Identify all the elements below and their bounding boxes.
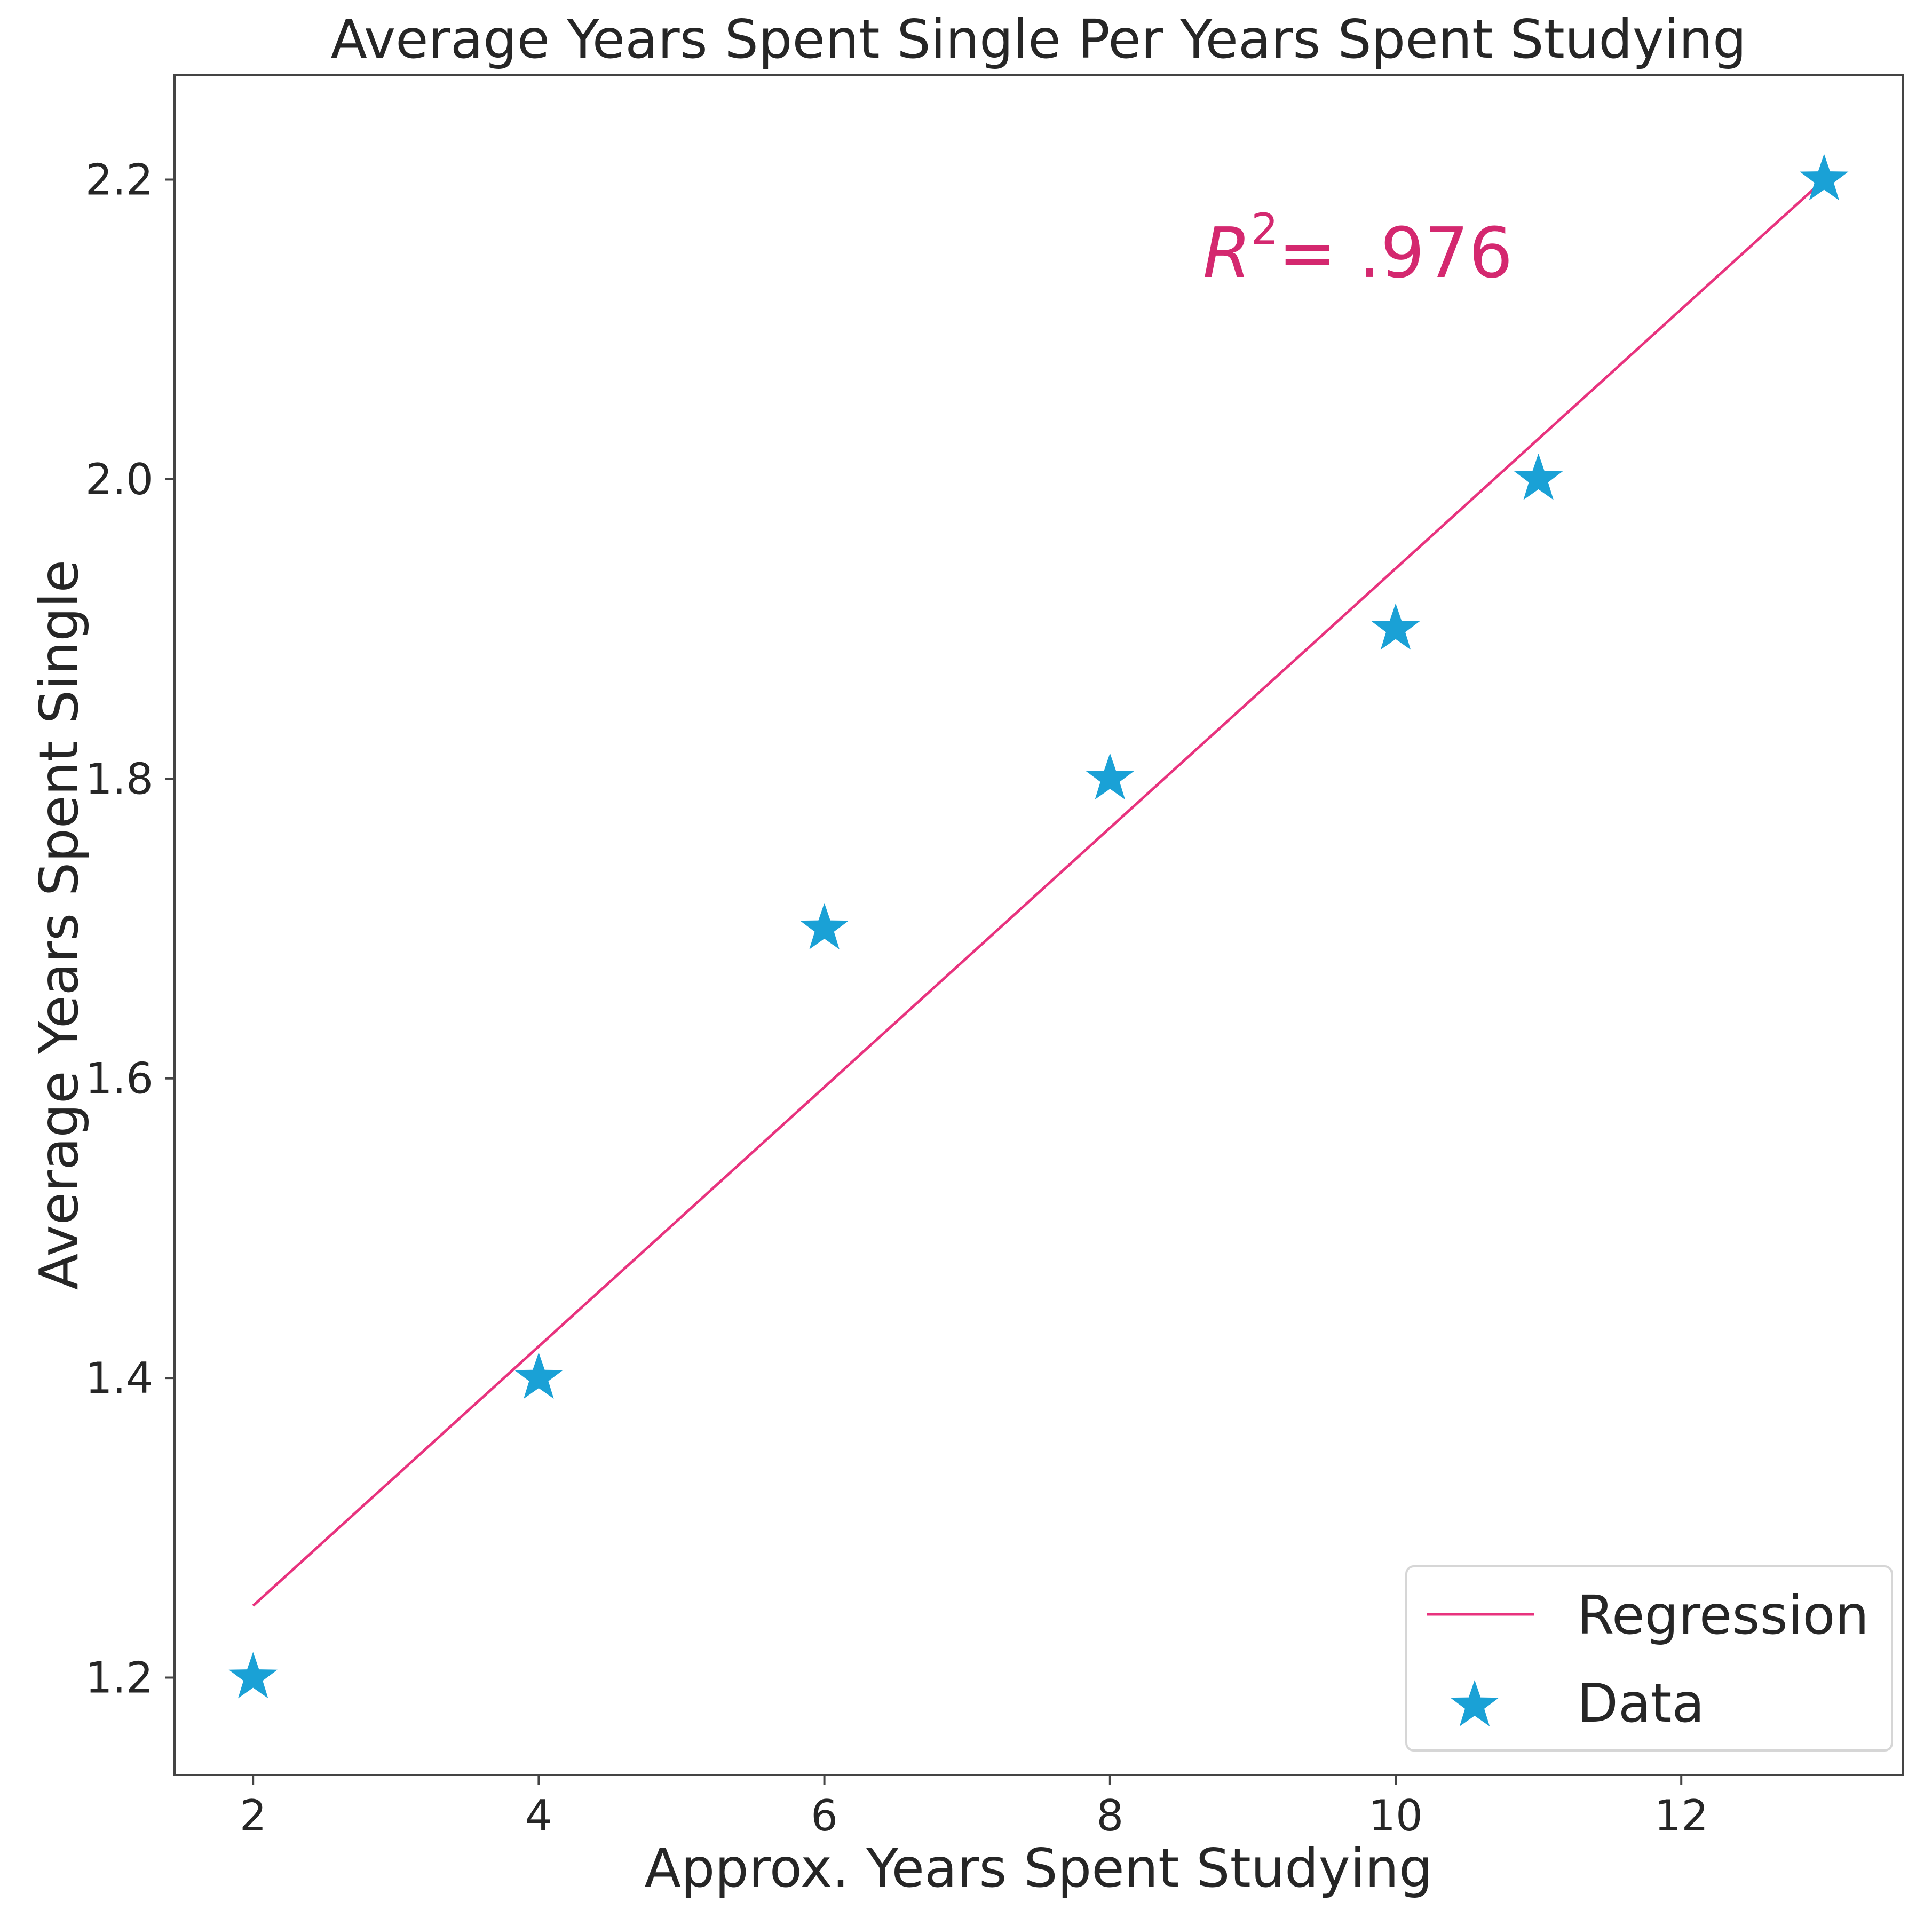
data-point-star bbox=[228, 1652, 278, 1699]
annotation-r: R bbox=[1203, 212, 1251, 294]
data-point-star bbox=[1086, 753, 1135, 800]
y-tick-label: 1.8 bbox=[85, 754, 153, 804]
y-tick-label: 1.6 bbox=[85, 1054, 153, 1104]
data-point-star bbox=[1514, 453, 1563, 500]
x-tick-label: 12 bbox=[1654, 1791, 1708, 1841]
x-axis-label: Approx. Years Spent Studying bbox=[645, 1837, 1433, 1899]
data-point-star bbox=[799, 903, 849, 949]
x-tick-label: 4 bbox=[525, 1791, 552, 1841]
plot-frame bbox=[173, 74, 1904, 1776]
annotation-value: = .976 bbox=[1278, 212, 1513, 294]
x-tick-label: 8 bbox=[1096, 1791, 1123, 1841]
y-tick-label: 2.2 bbox=[85, 155, 153, 204]
series-layer bbox=[228, 154, 1849, 1699]
legend: Regression Data bbox=[1405, 1565, 1893, 1752]
annotation-superscript: 2 bbox=[1251, 204, 1278, 254]
legend-box bbox=[1405, 1565, 1893, 1752]
x-tick-label: 2 bbox=[240, 1791, 267, 1841]
y-tick-label: 1.2 bbox=[85, 1653, 153, 1703]
regression-line bbox=[252, 178, 1825, 1607]
x-tick-label: 10 bbox=[1368, 1791, 1423, 1841]
y-axis-ticks: 1.2 1.4 1.6 1.8 2.0 2.2 bbox=[85, 155, 175, 1703]
x-tick-label: 6 bbox=[811, 1791, 838, 1841]
y-tick-label: 2.0 bbox=[85, 455, 153, 504]
r-squared-annotation: R2= .976 bbox=[1203, 204, 1513, 294]
y-axis-label: Average Years Spent Single bbox=[28, 560, 90, 1290]
chart-title: Average Years Spent Single Per Years Spe… bbox=[330, 8, 1746, 70]
data-point-star bbox=[514, 1352, 564, 1399]
y-tick-label: 1.4 bbox=[85, 1353, 153, 1403]
legend-label: Regression bbox=[1577, 1584, 1869, 1646]
data-point-star bbox=[1371, 603, 1420, 650]
data-point-star bbox=[1800, 154, 1849, 201]
x-axis-ticks: 2 4 6 8 10 12 bbox=[240, 1775, 1708, 1841]
legend-star-swatch bbox=[1450, 1680, 1499, 1726]
legend-label: Data bbox=[1577, 1672, 1705, 1734]
